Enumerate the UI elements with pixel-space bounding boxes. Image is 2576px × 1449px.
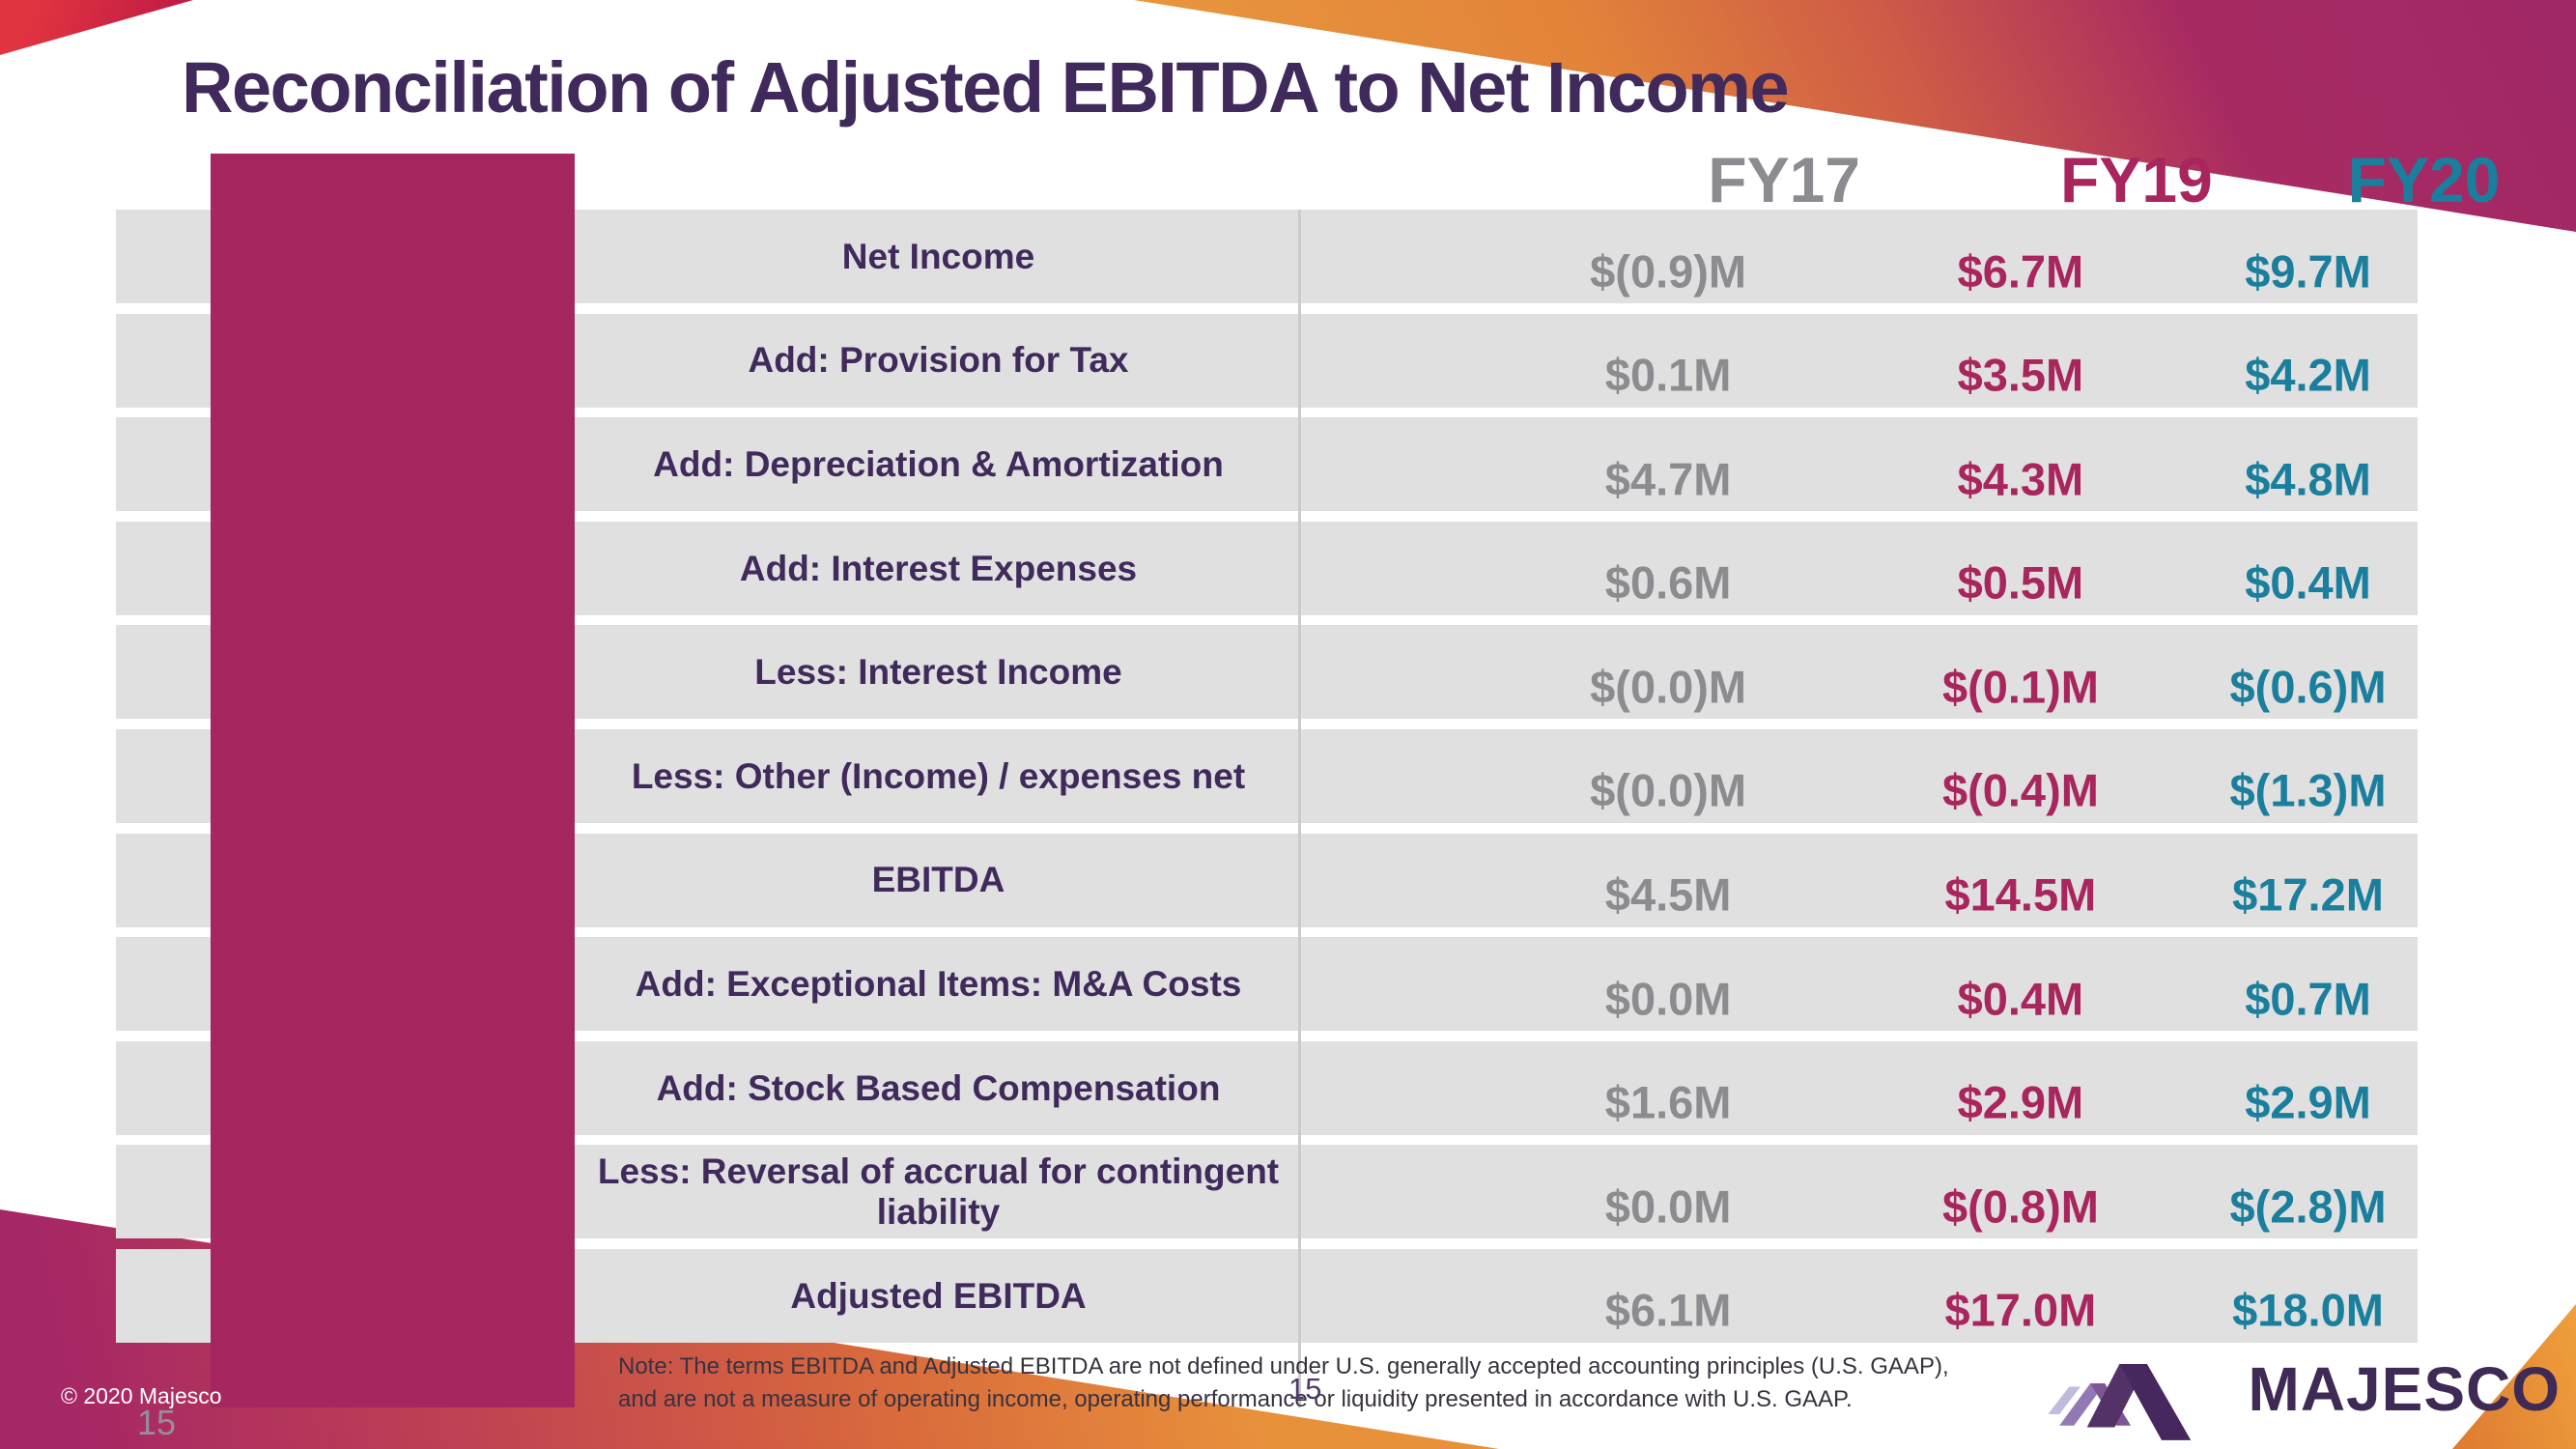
value-fy17: $0.6M (1604, 556, 1732, 609)
row-label: Add: Depreciation & Amortization (653, 443, 1224, 484)
gaap-footnote: Note: The terms EBITDA and Adjusted EBIT… (618, 1350, 1949, 1416)
row-label: Add: Provision for Tax (748, 340, 1129, 381)
value-fy20: $0.4M (2245, 556, 2371, 609)
table-column-divider (1298, 210, 1301, 1407)
row-label: Net Income (841, 236, 1035, 276)
value-fy19: $14.5M (1944, 868, 2097, 921)
row-values: $0.6M $0.5M $0.4M (1299, 522, 2418, 615)
column-header-fy20: FY20 (2347, 144, 2501, 215)
row-label: Add: Exceptional Items: M&A Costs (635, 963, 1242, 1004)
value-fy20: $2.9M (2245, 1076, 2371, 1128)
accent-bar (211, 154, 575, 1407)
value-fy17: $4.7M (1604, 453, 1732, 505)
top-left-corner-accent (0, 0, 193, 55)
value-fy17: $4.5M (1604, 868, 1732, 921)
row-label: Adjusted EBITDA (790, 1275, 1087, 1316)
value-fy17: $6.1M (1604, 1284, 1732, 1336)
column-header-fy17: FY17 (1708, 144, 1860, 215)
value-fy20: $(1.3)M (2229, 764, 2387, 816)
row-values: $4.5M $14.5M $17.2M (1299, 834, 2418, 927)
majesco-logo-mark (2047, 1363, 2191, 1440)
value-fy17: $(0.9)M (1590, 245, 1747, 297)
page-number-faint: 15 (137, 1403, 177, 1442)
page-number: 15 (1288, 1372, 1322, 1406)
row-values: $(0.9)M $6.7M $9.7M (1299, 210, 2418, 303)
row-label: Add: Stock Based Compensation (656, 1067, 1221, 1108)
row-values: $4.7M $4.3M $4.8M (1299, 417, 2418, 511)
row-values: $1.6M $2.9M $2.9M (1299, 1041, 2418, 1135)
value-fy17: $(0.0)M (1590, 661, 1747, 713)
row-label: Less: Reversal of accrual for contingent… (597, 1151, 1280, 1232)
footnote-line-2: and are not a measure of operating incom… (618, 1386, 1853, 1412)
value-fy19: $2.9M (1957, 1076, 2084, 1128)
value-fy17: $0.1M (1604, 349, 1732, 401)
value-fy20: $(0.6)M (2229, 661, 2387, 713)
value-fy20: $(2.8)M (2229, 1180, 2387, 1233)
value-fy19: $0.4M (1957, 973, 2084, 1025)
row-values: $(0.0)M $(0.4)M $(1.3)M (1299, 729, 2418, 823)
value-fy19: $(0.4)M (1941, 764, 2099, 816)
value-fy17: $(0.0)M (1590, 764, 1747, 816)
footnote-line-1: Note: The terms EBITDA and Adjusted EBIT… (618, 1353, 1949, 1379)
value-fy20: $0.7M (2245, 973, 2371, 1025)
value-fy19: $(0.1)M (1941, 661, 2099, 713)
value-fy20: $9.7M (2245, 245, 2371, 297)
value-fy19: $(0.8)M (1941, 1180, 2099, 1233)
column-headers: FY17 FY19 FY20 (1415, 143, 2534, 215)
row-values: $0.0M $0.4M $0.7M (1299, 937, 2418, 1031)
row-label: EBITDA (871, 860, 1005, 900)
column-header-fy19: FY19 (2060, 144, 2213, 215)
row-label: Less: Other (Income) / expenses net (631, 755, 1246, 796)
copyright-text: © 2020 Majesco (61, 1383, 222, 1408)
value-fy19: $6.7M (1957, 245, 2084, 297)
value-fy19: $0.5M (1957, 556, 2084, 609)
majesco-logo: MAJESCO (2040, 1335, 2562, 1443)
value-fy17: $0.0M (1604, 1180, 1732, 1233)
row-values: $(0.0)M $(0.1)M $(0.6)M (1299, 625, 2418, 719)
value-fy19: $3.5M (1957, 349, 2084, 401)
value-fy19: $17.0M (1944, 1284, 2097, 1336)
value-fy20: $4.8M (2245, 453, 2371, 505)
value-fy17: $0.0M (1604, 973, 1732, 1025)
value-fy20: $4.2M (2245, 349, 2371, 401)
row-values: $0.0M $(0.8)M $(2.8)M (1299, 1145, 2418, 1238)
row-label: Add: Interest Expenses (739, 548, 1138, 588)
row-label: Less: Interest Income (754, 652, 1122, 693)
page-title: Reconciliation of Adjusted EBITDA to Net… (182, 47, 1790, 128)
value-fy19: $4.3M (1957, 453, 2084, 505)
value-fy17: $1.6M (1604, 1076, 1732, 1128)
row-values: $6.1M $17.0M $18.0M (1299, 1249, 2418, 1343)
majesco-logo-text: MAJESCO (2248, 1354, 2561, 1424)
value-fy20: $18.0M (2232, 1284, 2384, 1336)
value-fy20: $17.2M (2232, 868, 2384, 921)
row-values: $0.1M $3.5M $4.2M (1299, 314, 2418, 408)
